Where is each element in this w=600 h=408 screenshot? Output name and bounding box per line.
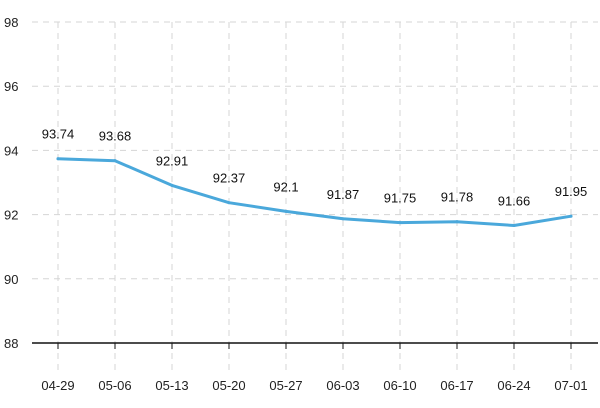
data-point (341, 217, 345, 221)
data-point (113, 159, 117, 163)
x-tick-label: 06-03 (326, 378, 359, 393)
data-point (170, 183, 174, 187)
series-line (56, 157, 573, 227)
data-point (227, 201, 231, 205)
series-layer (56, 157, 573, 228)
data-point (512, 224, 516, 228)
x-tick-label: 05-27 (269, 378, 302, 393)
y-tick-label: 88 (4, 336, 18, 351)
data-label: 91.66 (498, 194, 531, 209)
data-label: 93.68 (99, 129, 132, 144)
axis-layer: 98 96 94 92 90 88 04-29 05-06 05-13 05-20 05-27 06-… (4, 15, 598, 393)
x-tick-label: 07-01 (554, 378, 587, 393)
y-tick-label: 96 (4, 79, 18, 94)
data-point (398, 221, 402, 225)
x-tick-label: 06-24 (497, 378, 530, 393)
grid-layer (32, 21, 598, 371)
data-label: 92.91 (156, 153, 189, 168)
x-tick-label: 05-13 (155, 378, 188, 393)
data-label: 93.74 (42, 127, 75, 142)
x-tick-label: 06-17 (440, 378, 473, 393)
labels-layer: 93.74 93.68 92.91 92.37 92.1 91.87 91.75 91.78 9… (42, 127, 588, 209)
data-label: 91.75 (384, 191, 417, 206)
data-point (569, 214, 573, 218)
x-tick-label: 05-20 (212, 378, 245, 393)
y-tick-label: 90 (4, 272, 18, 287)
data-point (56, 157, 60, 161)
y-tick-label: 98 (4, 15, 18, 30)
y-tick-label: 94 (4, 143, 18, 158)
data-label: 91.78 (441, 190, 474, 205)
x-tick-label: 05-06 (98, 378, 131, 393)
data-point (455, 220, 459, 224)
y-tick-label: 92 (4, 208, 18, 223)
data-label: 92.1 (273, 179, 298, 194)
data-label: 92.37 (213, 171, 246, 186)
data-label: 91.95 (555, 184, 588, 199)
x-tick-label: 04-29 (41, 378, 74, 393)
data-label: 91.87 (327, 187, 360, 202)
data-point (284, 209, 288, 213)
x-tick-label: 06-10 (383, 378, 416, 393)
